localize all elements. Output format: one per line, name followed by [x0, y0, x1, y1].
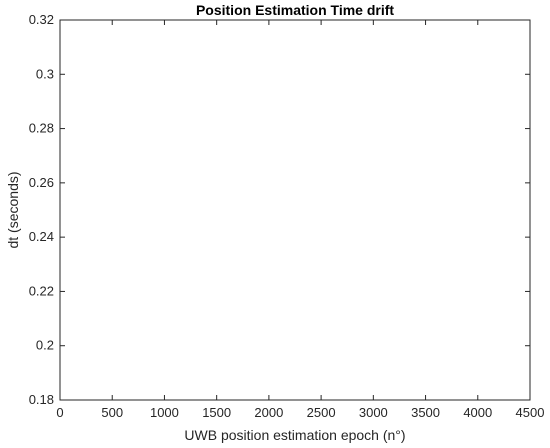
x-axis-label: UWB position estimation epoch (n°) [184, 427, 405, 443]
axis-ticks: 0 500 1000 1500 2000 2500 3000 3500 4000 4500 0.18… [29, 12, 545, 420]
y-tick-label: 0.22 [29, 283, 54, 298]
x-tick-label: 500 [101, 405, 123, 420]
y-tick-label: 0.32 [29, 12, 54, 27]
x-tick-label: 1500 [202, 405, 231, 420]
x-tick-label: 0 [56, 405, 63, 420]
y-tick-label: 0.26 [29, 175, 54, 190]
x-tick-label: 2500 [307, 405, 336, 420]
x-tick-label: 4500 [516, 405, 545, 420]
x-tick-label: 2000 [254, 405, 283, 420]
x-tick-label: 3000 [359, 405, 388, 420]
y-tick-label: 0.28 [29, 121, 54, 136]
x-tick-label: 4000 [463, 405, 492, 420]
y-tick-label: 0.24 [29, 229, 54, 244]
y-axis-label: dt (seconds) [5, 171, 21, 248]
x-tick-label: 1000 [150, 405, 179, 420]
y-tick-label: 0.2 [36, 338, 54, 353]
chart-title: Position Estimation Time drift [196, 2, 394, 18]
x-tick-label: 3500 [411, 405, 440, 420]
y-tick-label: 0.3 [36, 66, 54, 81]
y-tick-label: 0.18 [29, 392, 54, 407]
plot-area-border [59, 19, 531, 401]
